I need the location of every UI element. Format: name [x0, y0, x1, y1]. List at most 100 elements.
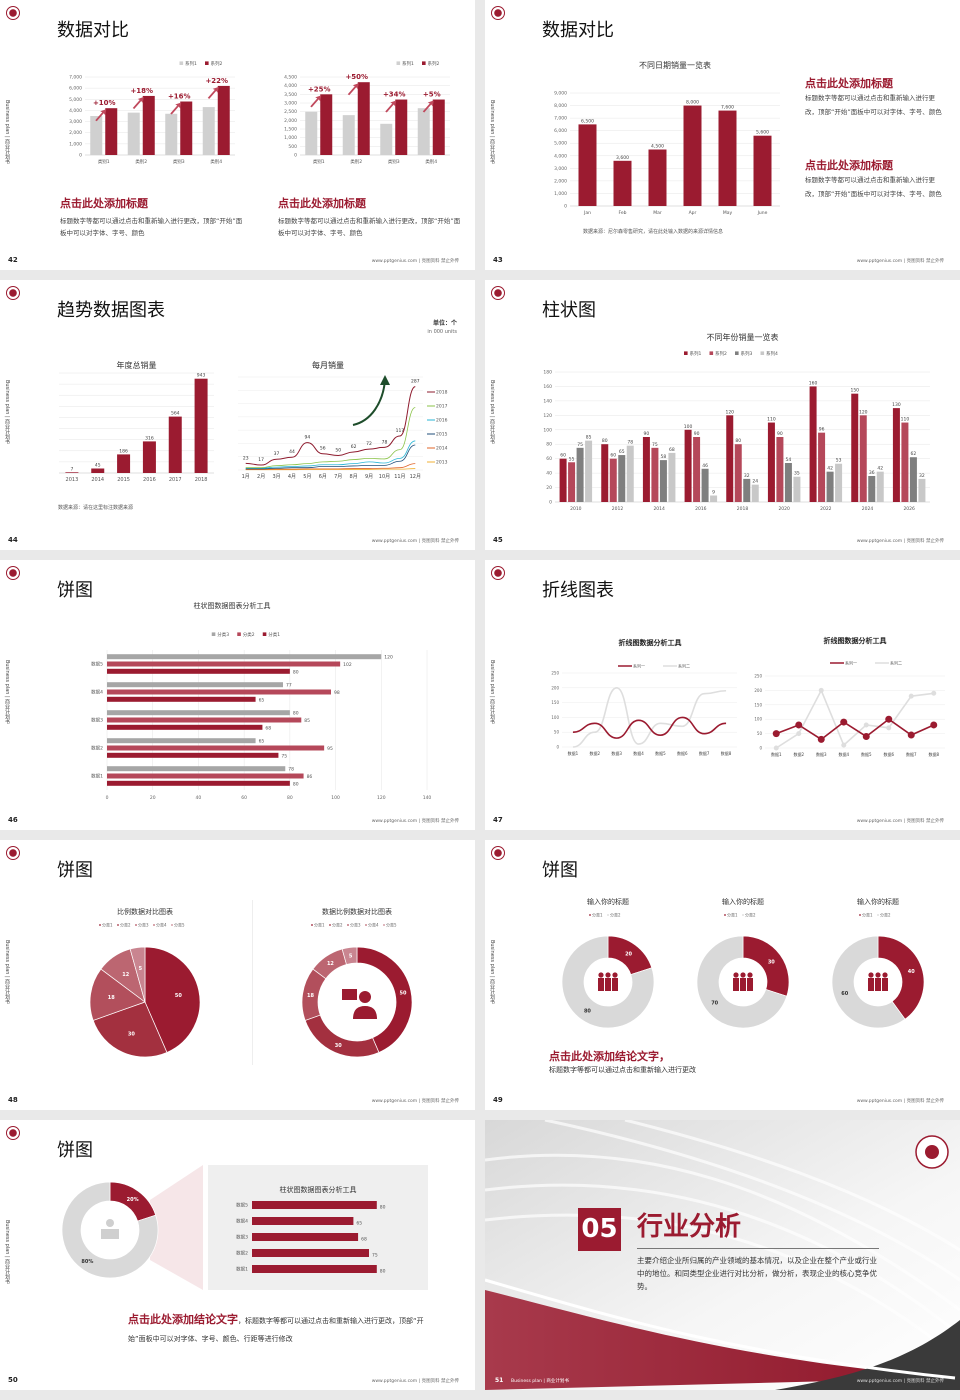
data-label: 60	[560, 453, 566, 459]
people-icon	[882, 972, 888, 978]
x-tick-label: 2022	[820, 506, 832, 512]
y-tick-label: 2,000	[69, 130, 82, 136]
x-tick-label: 数据3	[611, 750, 622, 756]
slide-50[interactable]: 饼图 Business plan | 商业计划书 20% 80% 柱状图数据图表分…	[0, 1120, 475, 1390]
legend-swatch	[589, 914, 591, 916]
donut-chart: 20% 80%	[61, 1181, 159, 1279]
line-chart: 每月销量 1月 2月 3月 4月 5月 6月 7月 8月 9月 10月 11月 12月 23 17 37 44 9…	[238, 360, 448, 480]
chart-title: 数据比例数据对比图表	[322, 907, 392, 916]
data-label: 85	[586, 435, 592, 441]
footer: www.pptgenius.com | 亮图资料 禁止外传	[856, 539, 944, 544]
chart-title: 折线图数据分析工具	[824, 636, 887, 645]
data-label: 90	[644, 431, 650, 437]
data-label: 150	[850, 388, 859, 394]
data-label: 24	[752, 479, 758, 485]
line-chart: 折线图数据分析工具 0 50 100 150 200 250 数据1 数据2 数据3 数据4 数据5 数…	[754, 636, 945, 757]
bar	[693, 437, 701, 502]
bar	[648, 149, 667, 206]
y-tick-label: 50	[757, 731, 763, 736]
slide-46[interactable]: 饼图 Business plan | 商业计划书 柱状图数据图表分析工具 0 20 4…	[0, 560, 475, 830]
people-icon	[605, 972, 611, 978]
school-logo	[491, 286, 505, 300]
people-icon	[612, 972, 618, 978]
slide-45[interactable]: 柱状图 Business plan | 商业计划书 不同年份销量一览表 0 20 40…	[485, 280, 960, 550]
pie-slice	[831, 935, 906, 1029]
bar	[918, 478, 926, 502]
legend-swatch	[171, 924, 173, 926]
conclusion-body: 标题数字等都可以通过点击和重新输入进行更改	[549, 1066, 696, 1074]
bar	[726, 415, 734, 502]
school-logo	[6, 566, 20, 580]
slide-43[interactable]: 数据对比 Business plan | 商业计划书 不同日期销量一览表 0 1,0…	[485, 0, 960, 270]
slide-42[interactable]: 数据对比 Business plan | 商业计划书 0 1,000 2,000 3,…	[0, 0, 475, 270]
data-point	[862, 732, 870, 740]
bar	[651, 447, 659, 502]
data-point	[840, 718, 848, 726]
school-logo	[6, 1126, 20, 1140]
data-label: 50	[400, 990, 407, 996]
x-tick-label: 数据8	[928, 751, 939, 757]
legend-swatch	[347, 924, 349, 926]
bar	[107, 773, 304, 779]
legend-label: 系列2	[428, 60, 440, 67]
legend-swatch	[179, 61, 184, 65]
x-tick-label: 类别3	[173, 158, 185, 165]
bar	[107, 717, 302, 723]
data-label: 943	[197, 373, 206, 379]
series-line	[572, 716, 727, 739]
bar	[432, 99, 445, 155]
x-tick-label: 11月	[394, 474, 405, 480]
x-tick-label: 40	[196, 795, 202, 801]
legend-label: 分类2	[880, 912, 891, 918]
data-point	[907, 731, 915, 739]
data-label: 65	[259, 739, 265, 745]
bar	[320, 94, 333, 155]
bar	[65, 472, 79, 473]
side-text: Business plan | 商业计划书	[4, 100, 10, 165]
bar	[305, 111, 318, 155]
arrow-head-icon	[380, 375, 390, 385]
legend-swatch	[99, 924, 101, 926]
bar	[417, 108, 430, 155]
bar	[601, 444, 609, 502]
data-label: 5	[139, 966, 143, 972]
side-text: Business plan | 商业计划书	[489, 660, 495, 725]
y-tick-label: 4,500	[284, 75, 297, 81]
slide-49[interactable]: 饼图 Business plan | 商业计划书 输入你的标题 分类1 分类2 20 8…	[485, 840, 960, 1110]
bar	[217, 85, 230, 155]
bar	[568, 462, 576, 502]
chart-title: 输入你的标题	[857, 897, 899, 906]
people-icon	[733, 978, 739, 991]
slide-44[interactable]: 趋势数据图表 Business plan | 商业计划书 单位：个 in 000…	[0, 280, 475, 550]
series-line	[245, 386, 416, 466]
data-label: 316	[145, 435, 154, 441]
legend-swatch	[211, 632, 216, 636]
bar-chart: 不同日期销量一览表 0 1,000 2,000 3,000 4,000 5,000 6,000…	[554, 60, 780, 216]
chat-bubble-icon	[342, 989, 357, 1000]
slide-51[interactable]: 05 行业分析 主要介绍企业所归属的产业领域的基本情况，以及企业在整个产业或行业…	[485, 1120, 960, 1390]
bar-chart: 0 1,000 2,000 3,000 4,000 5,000 6,000 7,000 系列1 系…	[69, 60, 235, 165]
data-label: 12	[122, 972, 129, 978]
team-icon	[101, 1229, 119, 1239]
x-tick-label: 2014	[653, 506, 665, 512]
pie-slice	[89, 968, 146, 1021]
legend-label: 分类1	[102, 922, 113, 928]
legend-label: 2018	[436, 390, 448, 396]
divider	[637, 1248, 879, 1249]
conclusion-body: ，标题数字等都可以通过点击和重新输入进行更改，顶部“开始”面板中可以对字体、字号…	[128, 1317, 424, 1343]
arrow-icon	[95, 109, 107, 122]
people-icon	[868, 978, 874, 991]
legend-label: 2015	[436, 432, 448, 438]
slide-48[interactable]: 饼图 Business plan | 商业计划书 比例数据对比图表 分类1 分类2 分…	[0, 840, 475, 1110]
data-point	[841, 742, 847, 748]
y-tick-label: 4,000	[69, 108, 82, 114]
slide-47[interactable]: 折线图表 Business plan | 商业计划书 折线图数据分析工具 0 50 1…	[485, 560, 960, 830]
data-label: 80	[735, 438, 741, 444]
x-tick-label: 8月	[350, 474, 358, 480]
side-text: Business plan | 商业计划书	[489, 940, 495, 1005]
y-tick-label: 3,000	[554, 166, 567, 172]
y-tick-label: 100	[754, 717, 762, 722]
bar	[357, 82, 370, 155]
data-label: 78	[627, 440, 633, 446]
